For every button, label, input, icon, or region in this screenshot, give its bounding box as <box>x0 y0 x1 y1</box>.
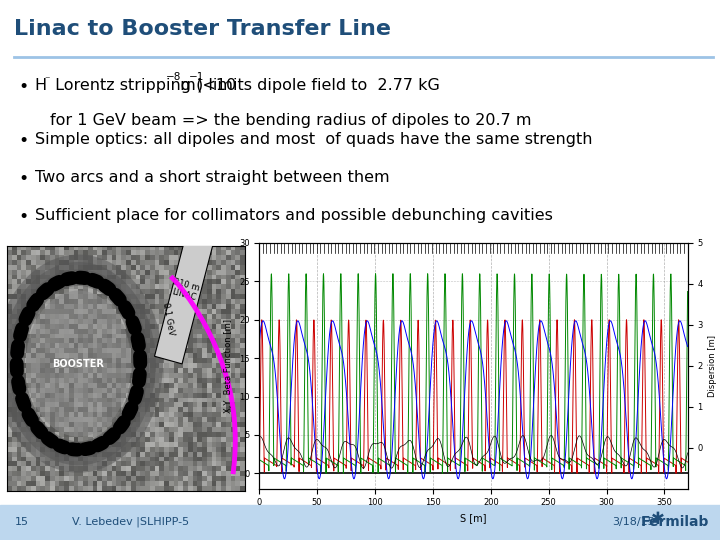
Text: Linac to Booster Transfer Line: Linac to Booster Transfer Line <box>14 19 392 39</box>
Text: BOOSTER: BOOSTER <box>53 359 104 369</box>
Text: Sufficient place for collimators and possible debunching cavities: Sufficient place for collimators and pos… <box>35 208 552 223</box>
Text: −1: −1 <box>189 72 204 82</box>
Text: •: • <box>18 170 28 188</box>
Text: •: • <box>18 78 28 96</box>
Text: 15: 15 <box>14 517 28 527</box>
Text: •: • <box>18 208 28 226</box>
Text: 210 m
LINAC: 210 m LINAC <box>170 277 201 303</box>
Text: 0.1 GeV: 0.1 GeV <box>161 302 176 336</box>
Text: ) limits dipole field to  2.77 kG: ) limits dipole field to 2.77 kG <box>197 78 439 93</box>
Y-axis label: Dispersion [m]: Dispersion [m] <box>708 335 717 397</box>
Text: ⁻: ⁻ <box>44 76 50 86</box>
Text: ✱: ✱ <box>651 510 665 529</box>
Text: Lorentz stripping (<10: Lorentz stripping (<10 <box>50 78 237 93</box>
X-axis label: S [m]: S [m] <box>460 513 487 523</box>
Text: Two arcs and a short straight between them: Two arcs and a short straight between th… <box>35 170 390 185</box>
Text: V. Lebedev |SLHIPP-5: V. Lebedev |SLHIPP-5 <box>72 517 189 528</box>
Text: •: • <box>18 132 28 150</box>
Text: Fermilab: Fermilab <box>641 515 709 529</box>
Text: −8: −8 <box>166 72 181 82</box>
Y-axis label: X,Y  Beta Function [m]: X,Y Beta Function [m] <box>225 319 233 413</box>
Ellipse shape <box>26 291 131 437</box>
Text: m: m <box>175 78 196 93</box>
Bar <box>0 505 720 540</box>
Text: for 1 GeV beam => the bending radius of dipoles to 20.7 m: for 1 GeV beam => the bending radius of … <box>50 113 532 129</box>
Text: Simple optics: all dipoles and most  of quads have the same strength: Simple optics: all dipoles and most of q… <box>35 132 592 147</box>
Bar <box>155 178 228 364</box>
Text: H: H <box>35 78 47 93</box>
Text: 3/18/15: 3/18/15 <box>612 517 654 527</box>
